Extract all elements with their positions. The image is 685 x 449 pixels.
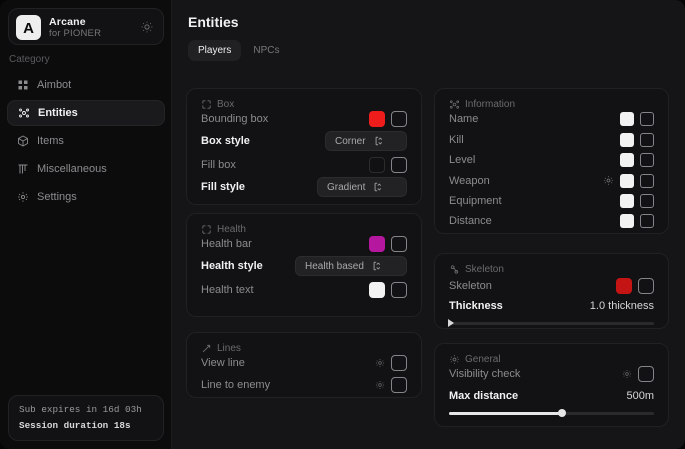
svg-text:A: A — [23, 20, 34, 37]
